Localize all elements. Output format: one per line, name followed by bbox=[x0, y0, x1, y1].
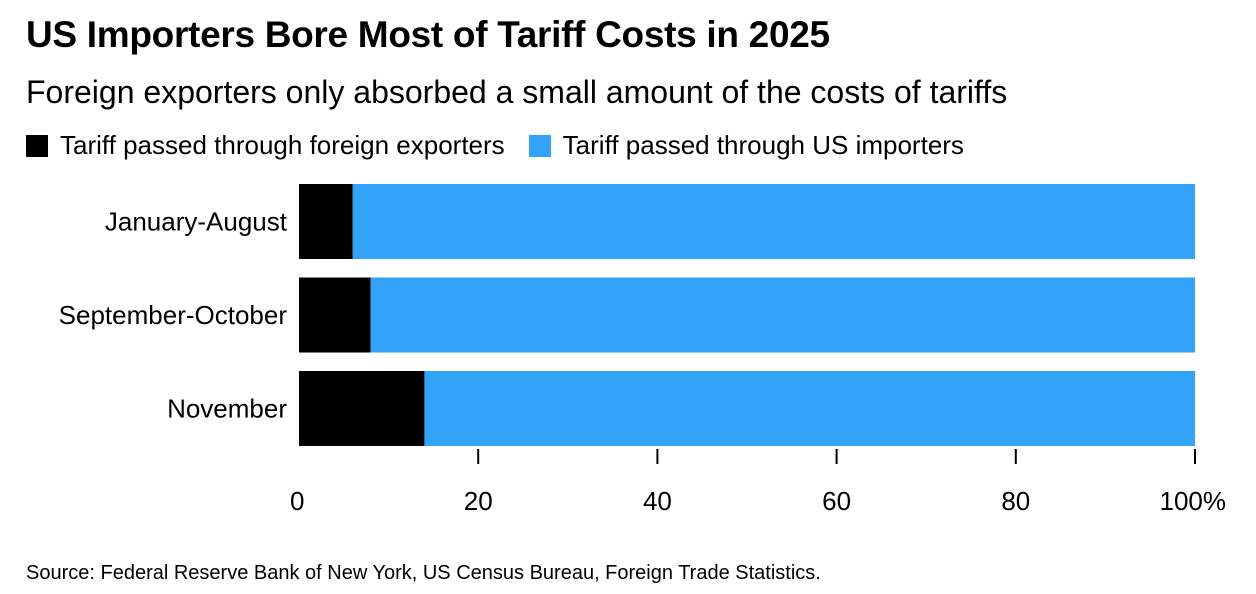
category-label-november: November bbox=[167, 394, 287, 424]
x-tick-label-80: 80 bbox=[1001, 486, 1030, 516]
x-tick-label-60: 60 bbox=[822, 486, 851, 516]
bar-january-august-foreign-exporters bbox=[299, 184, 353, 259]
bar-november-foreign-exporters bbox=[299, 371, 425, 446]
x-tick-label-40: 40 bbox=[643, 486, 672, 516]
source-note: Source: Federal Reserve Bank of New York… bbox=[26, 562, 821, 584]
x-tick-label-20: 20 bbox=[464, 486, 493, 516]
bar-september-october-us-importers bbox=[370, 277, 1195, 353]
category-label-january-august: January-August bbox=[105, 207, 288, 237]
bar-september-october-foreign-exporters bbox=[299, 277, 371, 353]
x-tick-label-100: 100% bbox=[1160, 486, 1227, 516]
category-label-september-october: September-October bbox=[59, 300, 288, 330]
bar-january-august-us-importers bbox=[352, 184, 1195, 259]
legend-swatch-us-importers bbox=[528, 134, 551, 157]
x-tick-label-0: 0 bbox=[290, 486, 304, 516]
chart-subtitle: Foreign exporters only absorbed a small … bbox=[26, 74, 1008, 110]
chart-title: US Importers Bore Most of Tariff Costs i… bbox=[26, 14, 830, 55]
legend-label-foreign-exporters: Tariff passed through foreign exporters bbox=[60, 130, 505, 160]
legend-swatch-foreign-exporters bbox=[26, 134, 48, 157]
legend-item-foreign-exporters: Tariff passed through foreign exporters bbox=[26, 130, 505, 161]
legend-item-us-importers: Tariff passed through US importers bbox=[528, 130, 964, 161]
bar-november-us-importers bbox=[424, 371, 1195, 446]
legend-label-us-importers: Tariff passed through US importers bbox=[562, 130, 964, 160]
chart-legend: Tariff passed through foreign exporters … bbox=[26, 130, 988, 161]
